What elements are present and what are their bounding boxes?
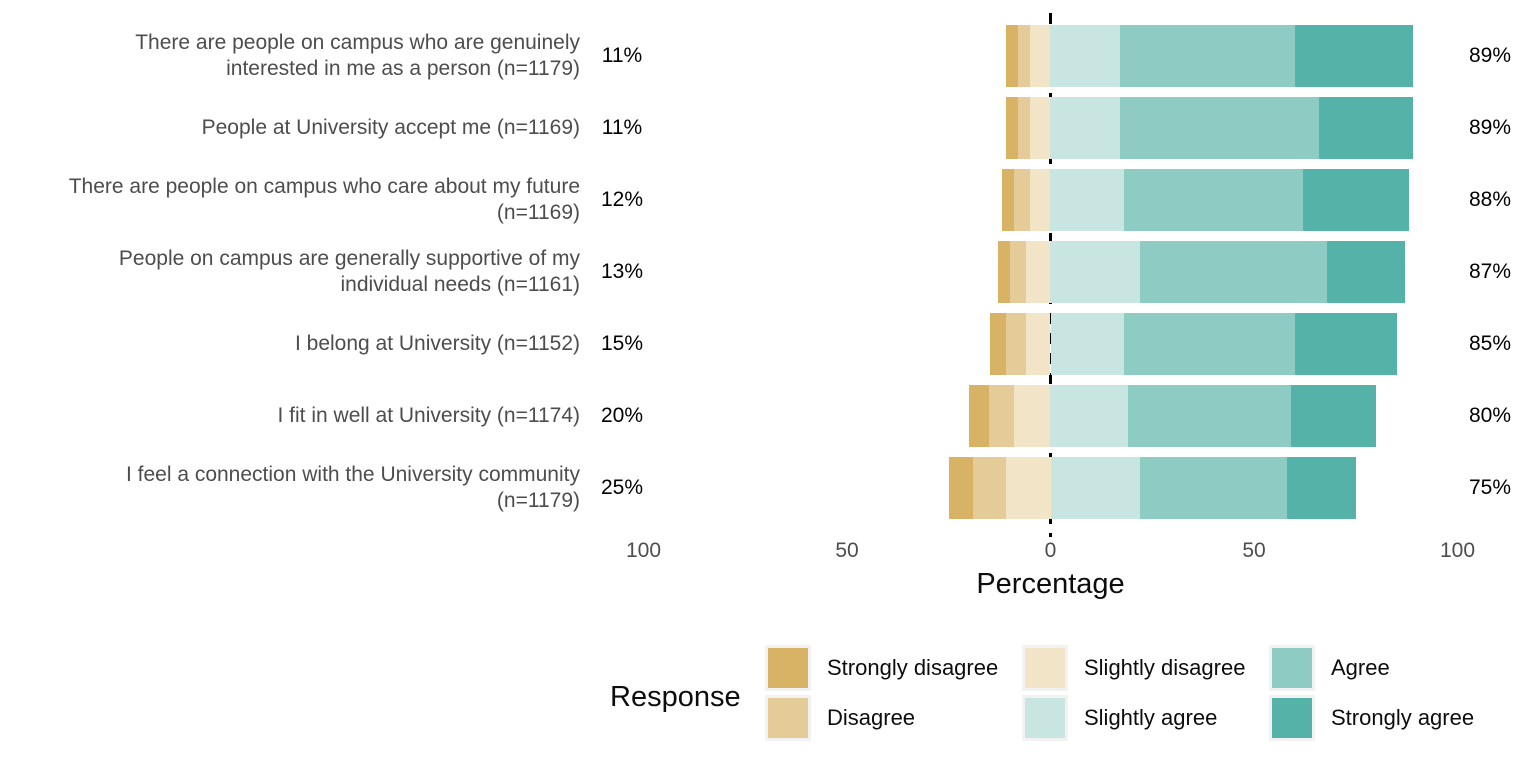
bar-segment-slightly-agree [1050, 97, 1120, 159]
bar-segment-agree [1119, 97, 1320, 159]
bar-segment-strongly-disagree [989, 313, 1006, 375]
bar-segment-agree [1123, 313, 1295, 375]
legend-label-agree: Agree [1331, 655, 1390, 680]
disagree-total-label: 12% [600, 188, 644, 211]
bar-segment-agree [1140, 457, 1287, 519]
row-question-label: I belong at University (n=1152) [294, 332, 580, 355]
stacked-bar [948, 457, 1356, 519]
legend-key-strongly-agree [1269, 695, 1315, 741]
agree-total-label: 88% [1468, 188, 1512, 211]
bar-segment-strongly-agree [1302, 169, 1409, 231]
bar-segment-disagree [1013, 169, 1031, 231]
bar-segment-strongly-disagree [948, 457, 974, 519]
bar-segment-strongly-agree [1327, 241, 1405, 303]
agree-total-label: 85% [1468, 332, 1512, 355]
bar-segment-slightly-agree [1050, 313, 1124, 375]
legend-label-disagree: Disagree [827, 705, 916, 730]
bar-segment-strongly-disagree [1005, 97, 1018, 159]
row-question-label: I fit in well at University (n=1174) [277, 404, 580, 427]
bar-segment-slightly-disagree [1026, 241, 1051, 303]
bar-segment-strongly-disagree [997, 241, 1010, 303]
agree-total-label: 80% [1468, 404, 1512, 427]
bar-segment-strongly-agree [1290, 385, 1377, 447]
bar-segment-strongly-disagree [969, 385, 990, 447]
agree-total-label: 75% [1468, 476, 1512, 499]
bar-segment-strongly-agree [1319, 97, 1413, 159]
bar-segment-disagree [1017, 25, 1031, 87]
x-axis-tick-label: 0 [1044, 539, 1057, 562]
stacked-bar [1001, 169, 1409, 231]
disagree-total-label: 15% [600, 332, 644, 355]
legend-label-slightly-disagree: Slightly disagree [1084, 655, 1246, 680]
bar-segment-strongly-disagree [1005, 25, 1018, 87]
legend-key-agree [1269, 645, 1315, 691]
disagree-total-label: 11% [601, 116, 643, 139]
agree-total-label: 87% [1468, 260, 1512, 283]
legend-label-strongly-agree: Strongly agree [1331, 705, 1475, 730]
x-axis-tick-label: 100 [625, 539, 662, 562]
row-question-label: People on campus are generally supportiv… [118, 247, 580, 296]
bar-segment-disagree [1009, 241, 1027, 303]
disagree-total-label: 20% [600, 404, 644, 427]
bar-segment-agree [1123, 169, 1303, 231]
bar-segment-agree [1127, 385, 1291, 447]
disagree-total-label: 25% [600, 476, 644, 499]
stacked-bar [1005, 25, 1413, 87]
legend-swatch-disagree [768, 698, 808, 738]
bar-segment-strongly-agree [1294, 313, 1397, 375]
row-question-label: There are people on campus who care abou… [68, 175, 580, 224]
bar-segment-slightly-disagree [1013, 385, 1051, 447]
legend-swatch-slightly-disagree [1025, 648, 1065, 688]
bar-segment-strongly-disagree [1001, 169, 1014, 231]
bar-segment-disagree [973, 457, 1006, 519]
legend-swatch-slightly-agree [1025, 698, 1065, 738]
legend-label-slightly-agree: Slightly agree [1084, 705, 1218, 730]
disagree-total-label: 13% [600, 260, 644, 283]
bar-segment-slightly-disagree [1030, 97, 1051, 159]
x-axis-tick-label: 50 [835, 539, 859, 562]
bar-segment-slightly-agree [1050, 25, 1120, 87]
bar-segment-slightly-disagree [1026, 313, 1051, 375]
legend-key-slightly-agree [1022, 695, 1068, 741]
stacked-bar [969, 385, 1377, 447]
bar-segment-slightly-agree [1050, 241, 1140, 303]
bar-segment-agree [1140, 241, 1328, 303]
x-axis-title: Percentage [976, 568, 1125, 600]
bar-segment-slightly-agree [1050, 457, 1141, 519]
stacked-bar [1005, 97, 1413, 159]
x-axis-tick-label: 100 [1439, 539, 1476, 562]
legend-key-disagree [765, 695, 811, 741]
row-question-label: There are people on campus who are genui… [135, 31, 580, 80]
legend-swatch-strongly-agree [1272, 698, 1312, 738]
bar-segment-slightly-disagree [1030, 25, 1051, 87]
bar-segment-strongly-agree [1286, 457, 1356, 519]
bar-segment-slightly-disagree [1030, 169, 1051, 231]
bar-segment-slightly-agree [1050, 169, 1124, 231]
legend-key-strongly-disagree [765, 645, 811, 691]
legend-swatch-strongly-disagree [768, 648, 808, 688]
disagree-total-label: 11% [601, 44, 643, 67]
bar-segment-strongly-agree [1294, 25, 1413, 87]
stacked-bar [997, 241, 1405, 303]
legend-label-strongly-disagree: Strongly disagree [827, 655, 999, 680]
bar-segment-disagree [1005, 313, 1027, 375]
bar-segment-slightly-agree [1050, 385, 1128, 447]
legend-key-slightly-disagree [1022, 645, 1068, 691]
bar-segment-disagree [1017, 97, 1031, 159]
x-axis-tick-label: 50 [1242, 539, 1266, 562]
legend-title: Response [610, 681, 741, 713]
bar-segment-slightly-disagree [1005, 457, 1051, 519]
bar-segment-disagree [989, 385, 1014, 447]
row-question-label: I feel a connection with the University … [125, 463, 580, 512]
agree-total-label: 89% [1468, 116, 1512, 139]
legend-swatch-agree [1272, 648, 1312, 688]
stacked-bar [989, 313, 1397, 375]
agree-total-label: 89% [1468, 44, 1512, 67]
row-question-label: People at University accept me (n=1169) [201, 116, 580, 139]
bar-segment-agree [1119, 25, 1295, 87]
